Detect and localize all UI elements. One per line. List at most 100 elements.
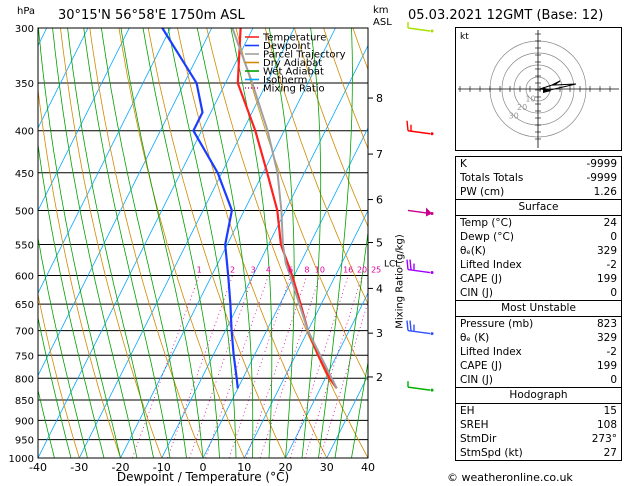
most-unstable-title: Most Unstable: [456, 301, 621, 317]
mixing-ratio-label: 2: [230, 266, 235, 275]
row-label: StmDir: [460, 433, 497, 445]
wet-adiabat-line: [52, 28, 138, 458]
wet-adiabat-line: [120, 28, 204, 458]
pressure-tick-label: 500: [15, 206, 34, 217]
temp-tick-label: 10: [237, 461, 251, 474]
table-row: CAPE (J) 199: [456, 359, 621, 373]
isotherm-line: [38, 28, 89, 129]
altitude-tick-label: 2: [376, 371, 383, 384]
mixing-ratio-label: 4: [266, 266, 271, 275]
legend-entry: Dry Adiabat: [263, 58, 322, 69]
table-row: Dewp (°C) 0: [456, 230, 621, 244]
table-row: CIN (J) 0: [456, 373, 621, 387]
table-row: StmDir 273°: [456, 432, 621, 446]
row-value: 1.26: [593, 186, 617, 198]
table-row: K -9999: [456, 157, 621, 171]
wind-barb: [406, 320, 434, 336]
row-label: PW (cm): [460, 186, 505, 198]
isotherm-line: [161, 44, 368, 458]
wet-adiabat-line: [334, 229, 368, 458]
table-row: StmSpd (kt) 27: [456, 446, 621, 460]
isotherm-line: [38, 28, 254, 458]
mixing-ratio-label: 1: [197, 266, 202, 275]
legend-entry: Dewpoint: [263, 41, 311, 52]
row-value: 0: [610, 374, 617, 386]
wet-adiabat-line: [101, 28, 187, 458]
mixing-ratio-label: 8: [304, 266, 309, 275]
mixing-ratio-line: [189, 275, 254, 458]
row-label: Dewp (°C): [460, 231, 514, 243]
wet-adiabat-line: [67, 28, 154, 458]
legend-entry: Wet Adiabat: [263, 67, 324, 78]
hodograph-unit-label: kt: [460, 32, 469, 42]
row-label: Totals Totals: [460, 172, 524, 184]
temp-tick-label: -20: [112, 461, 130, 474]
row-label: θₑ (K): [460, 332, 490, 344]
mixing-ratio-line: [131, 275, 200, 458]
wet-adiabat-line: [38, 235, 88, 458]
legend-entry: Mixing Ratio: [263, 84, 325, 95]
temp-tick-label: -10: [153, 461, 171, 474]
altitude-tick-label: 7: [376, 148, 383, 161]
pressure-tick-label: 750: [15, 351, 34, 362]
wet-adiabat-line: [318, 28, 353, 458]
location-title: 30°15'N 56°58'E 1750m ASL: [58, 8, 245, 23]
table-row: θₑ (K) 329: [456, 331, 621, 345]
dry-adiabat-line: [118, 28, 245, 458]
table-row: CAPE (J) 199: [456, 272, 621, 286]
table-row: CIN (J) 0: [456, 286, 621, 300]
pressure-tick-label: 900: [15, 416, 34, 427]
row-label: Lifted Index: [460, 346, 522, 358]
table-row: Pressure (mb) 823: [456, 317, 621, 331]
wet-adiabat-line: [83, 28, 171, 458]
wet-adiabat-line: [167, 28, 237, 458]
wind-barb: [406, 120, 434, 136]
row-label: EH: [460, 405, 475, 417]
datetime-title: 05.03.2021 12GMT (Base: 12): [408, 8, 604, 23]
isotherm-line: [285, 292, 368, 458]
wet-adiabat-line: [351, 359, 368, 458]
mixing-ratio-line: [245, 275, 308, 458]
series-dewpoint: [161, 28, 239, 389]
pressure-tick-label: 700: [15, 327, 34, 338]
dry-adiabat-line: [206, 28, 368, 458]
dry-adiabat-line: [264, 28, 368, 305]
wet-adiabat-line: [38, 28, 121, 458]
pressure-tick-label: 850: [15, 396, 34, 407]
row-value: 199: [596, 273, 617, 285]
row-value: 329: [596, 245, 617, 257]
hodograph-ring-label: 20: [517, 103, 527, 112]
dry-adiabat-line: [147, 28, 286, 458]
row-label: StmSpd (kt): [460, 447, 523, 459]
altitude-tick-label: 6: [376, 194, 383, 207]
hodograph-table-title: Hodograph: [456, 388, 621, 404]
mixing-ratio-label: 20: [357, 266, 367, 275]
table-row: EH 15: [456, 404, 621, 418]
wet-adiabat-line: [38, 315, 72, 458]
row-label: K: [460, 158, 467, 170]
row-label: SREH: [460, 419, 489, 431]
hodograph-ring-label: 30: [509, 111, 519, 120]
wind-barb: [407, 381, 434, 392]
pressure-tick-label: 800: [15, 374, 34, 385]
wet-adiabat-line: [301, 28, 322, 458]
row-value: 24: [603, 217, 617, 229]
surface-title: Surface: [456, 200, 621, 216]
row-value: 199: [596, 360, 617, 372]
altitude-tick-label: 3: [376, 327, 383, 340]
series-temperature: [236, 28, 338, 390]
legend-entry: Temperature: [262, 33, 326, 44]
temp-tick-label: 0: [200, 461, 207, 474]
row-value: 823: [596, 318, 617, 330]
legend-entry: Isotherm: [263, 75, 307, 86]
altitude-tick-label: 4: [376, 282, 383, 295]
dry-adiabat-line: [294, 28, 368, 228]
storm-motion-marker: [543, 87, 551, 93]
wet-adiabat-line: [196, 28, 254, 458]
mixing-ratio-label: 10: [315, 266, 325, 275]
dry-adiabat-line: [38, 292, 80, 458]
row-value: 0: [610, 287, 617, 299]
